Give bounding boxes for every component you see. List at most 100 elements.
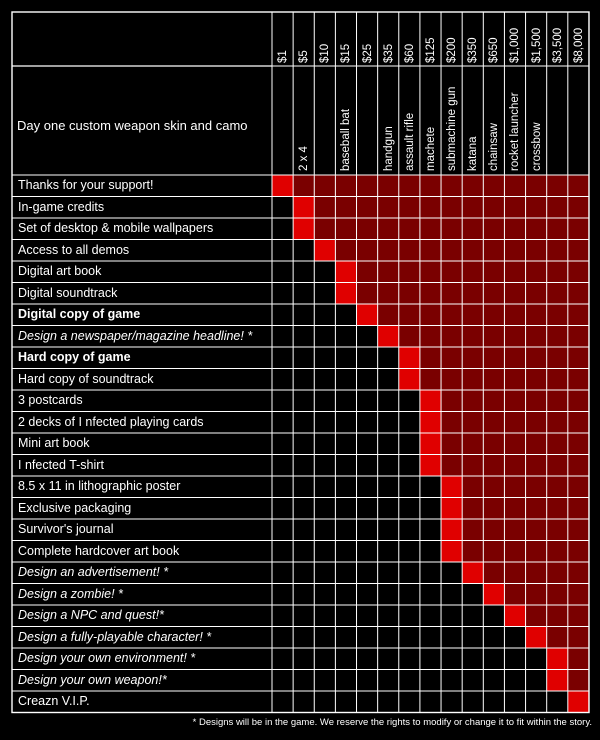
reward-cell — [335, 454, 357, 476]
reward-cell — [462, 454, 484, 476]
reward-cell — [356, 497, 378, 519]
tier-price: $60 — [403, 43, 416, 63]
reward-cell — [356, 196, 378, 218]
reward-cell — [293, 626, 315, 648]
reward-cell — [377, 562, 399, 584]
reward-cell — [441, 282, 463, 304]
reward-cell — [272, 175, 294, 197]
reward-cell — [483, 454, 505, 476]
reward-cell — [272, 390, 294, 412]
reward-cell — [546, 282, 568, 304]
reward-cell — [314, 497, 336, 519]
reward-cell — [441, 454, 463, 476]
tier-price: $10 — [319, 43, 332, 63]
reward-cell — [441, 669, 463, 691]
reward-cell — [504, 691, 526, 713]
reward-cell — [419, 218, 442, 240]
reward-cell — [504, 196, 526, 218]
reward-cell — [483, 368, 505, 390]
reward-cell — [525, 691, 547, 713]
reward-cell — [272, 476, 294, 498]
reward-cell — [462, 540, 484, 562]
reward-cell — [546, 175, 568, 197]
tier-price: $125 — [424, 37, 437, 63]
reward-cell — [567, 497, 589, 519]
reward-cell — [525, 583, 547, 605]
reward-cell — [504, 411, 526, 433]
reward-cell — [314, 669, 336, 691]
reward-label: Hard copy of game — [18, 350, 131, 364]
reward-cell — [546, 239, 568, 261]
reward-cell — [441, 540, 463, 562]
reward-cell — [293, 325, 315, 347]
reward-cell — [419, 497, 442, 519]
reward-cell — [419, 626, 442, 648]
reward-cell — [272, 239, 294, 261]
reward-cell — [272, 626, 294, 648]
reward-cell — [441, 476, 463, 498]
reward-cell — [567, 218, 589, 240]
reward-cell — [335, 218, 357, 240]
reward-label: Design your own weapon!* — [18, 672, 167, 687]
reward-cell — [504, 261, 526, 283]
reward-cell — [546, 562, 568, 584]
tier-price: $650 — [488, 37, 501, 63]
reward-cell — [504, 605, 526, 627]
reward-cell — [441, 562, 463, 584]
reward-cell — [377, 196, 399, 218]
tier-weapon-name: handgun — [382, 126, 395, 171]
reward-cell — [272, 304, 294, 326]
reward-cell — [293, 347, 315, 369]
reward-cell — [314, 196, 336, 218]
reward-cell — [356, 540, 378, 562]
reward-cell — [483, 562, 505, 584]
reward-cell — [293, 368, 315, 390]
tier-price: $200 — [446, 37, 459, 63]
reward-cell — [293, 583, 315, 605]
reward-cell — [441, 605, 463, 627]
reward-cell — [419, 347, 442, 369]
tier-price: $15 — [340, 43, 353, 63]
reward-cell — [525, 390, 547, 412]
reward-cell — [398, 390, 420, 412]
reward-cell — [272, 454, 294, 476]
reward-cell — [504, 239, 526, 261]
reward-cell — [546, 411, 568, 433]
reward-cell — [398, 562, 420, 584]
reward-cell — [567, 540, 589, 562]
reward-cell — [567, 648, 589, 670]
reward-cell — [356, 476, 378, 498]
reward-cell — [356, 282, 378, 304]
reward-cell — [525, 626, 547, 648]
reward-cell — [525, 476, 547, 498]
reward-cell — [314, 282, 336, 304]
reward-cell — [567, 476, 589, 498]
reward-cell — [462, 239, 484, 261]
reward-cell — [356, 433, 378, 455]
reward-cell — [377, 347, 399, 369]
reward-cell — [272, 347, 294, 369]
reward-cell — [525, 540, 547, 562]
reward-label: I nfected T-shirt — [18, 457, 104, 472]
reward-cell — [398, 519, 420, 541]
reward-cell — [441, 583, 463, 605]
reward-cell — [335, 669, 357, 691]
reward-cell — [462, 368, 484, 390]
reward-cell — [419, 368, 442, 390]
reward-cell — [483, 691, 505, 713]
reward-cell — [504, 562, 526, 584]
reward-cell — [567, 325, 589, 347]
reward-cell — [356, 583, 378, 605]
reward-cell — [483, 304, 505, 326]
reward-cell — [419, 669, 442, 691]
reward-cell — [419, 540, 442, 562]
reward-cell — [567, 304, 589, 326]
reward-cell — [567, 626, 589, 648]
reward-cell — [377, 368, 399, 390]
tier-weapon-name: crossbow — [530, 122, 543, 171]
reward-label: Survivor's journal — [18, 522, 114, 536]
reward-cell — [377, 605, 399, 627]
reward-cell — [441, 519, 463, 541]
reward-cell — [483, 605, 505, 627]
reward-cell — [293, 519, 315, 541]
